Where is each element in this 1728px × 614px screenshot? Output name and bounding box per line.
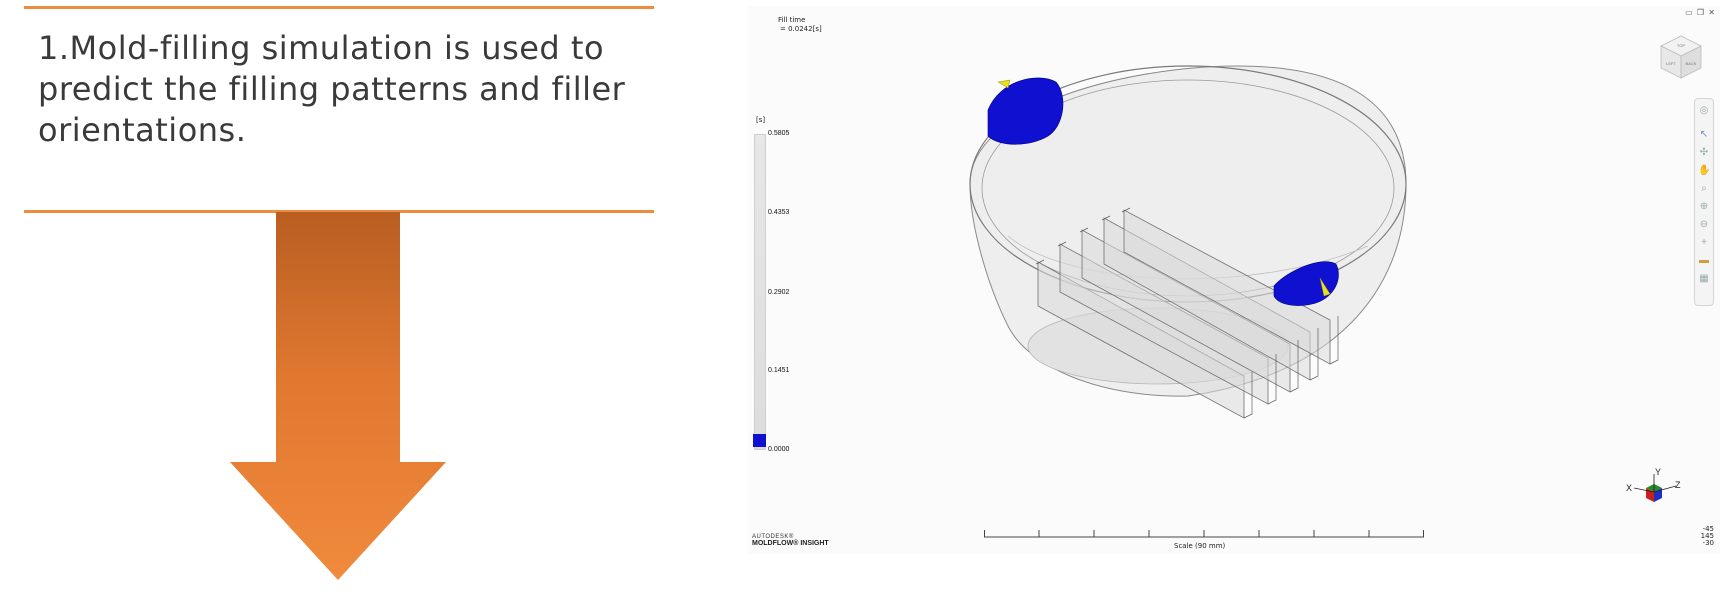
rotation-y: 145 bbox=[1700, 532, 1714, 540]
home-icon[interactable]: ◎ bbox=[1699, 105, 1709, 116]
ruler-icon[interactable]: ▬ bbox=[1699, 255, 1709, 266]
bottom-divider-line bbox=[24, 210, 654, 213]
legend-tick-2: 0.2902 bbox=[768, 289, 790, 296]
rotation-readout: -45 145 -30 bbox=[1701, 526, 1714, 547]
navigation-toolbar: ◎ ↖ ✣ ✋ ⌕ ⊕ ⊖ + ▬ ▦ bbox=[1694, 98, 1714, 306]
axis-label-y: Y bbox=[1655, 467, 1661, 477]
legend-tick-3: 0.4353 bbox=[768, 209, 790, 216]
scale-ruler bbox=[984, 530, 1424, 538]
top-divider-line bbox=[24, 6, 654, 9]
measure-icon[interactable]: + bbox=[1701, 237, 1707, 248]
slide-bullet-text: 1.Mold-filling simulation is used to pre… bbox=[38, 29, 626, 149]
legend-unit: [s] bbox=[756, 116, 766, 124]
print-icon[interactable]: ▦ bbox=[1699, 273, 1709, 284]
legend-tick-max: 0.5805 bbox=[768, 130, 790, 137]
result-title: Fill time bbox=[778, 16, 806, 24]
rotation-z: -30 bbox=[1702, 539, 1714, 547]
legend-fill-swatch bbox=[753, 434, 766, 447]
viewcube-top-label: TOP bbox=[1677, 43, 1685, 48]
rotation-x: -45 bbox=[1702, 525, 1714, 533]
rotate-icon[interactable]: ✣ bbox=[1699, 147, 1709, 158]
brand-autodesk: AUTODESK® bbox=[752, 534, 794, 540]
bowl-model-render[interactable] bbox=[948, 46, 1508, 486]
pan-hand-icon[interactable]: ✋ bbox=[1698, 165, 1711, 176]
axis-label-x: X bbox=[1626, 483, 1632, 493]
down-arrow-icon bbox=[230, 212, 446, 580]
result-time-value: = 0.0242[s] bbox=[780, 25, 822, 33]
axis-label-z: Z bbox=[1675, 480, 1681, 490]
zoom-out-icon[interactable]: ⊖ bbox=[1699, 219, 1709, 230]
select-icon[interactable]: ↖ bbox=[1699, 129, 1709, 140]
zoom-in-icon[interactable]: ⊕ bbox=[1699, 201, 1709, 212]
viewcube-back-label: BACK bbox=[1686, 61, 1697, 66]
legend-color-bar bbox=[754, 134, 766, 450]
viewcube-icon[interactable]: TOP BACK LEFT bbox=[1656, 32, 1706, 82]
autodesk-moldflow-brand: AUTODESK® MOLDFLOW® INSIGHT bbox=[752, 534, 829, 547]
brand-moldflow-insight: MOLDFLOW® INSIGHT bbox=[752, 540, 829, 547]
legend-tick-min: 0.0000 bbox=[768, 446, 790, 453]
scale-label: Scale (90 mm) bbox=[1174, 542, 1226, 550]
window-controls[interactable]: ▭ ❐ ✕ bbox=[1685, 8, 1716, 17]
zoom-rect-icon[interactable]: ⌕ bbox=[1701, 183, 1707, 194]
legend-tick-1: 0.1451 bbox=[768, 367, 790, 374]
viewcube-left-label: LEFT bbox=[1666, 61, 1676, 66]
axis-triad-icon: Y X Z bbox=[1626, 467, 1681, 502]
moldflow-viewport[interactable]: ▭ ❐ ✕ Fill time = 0.0242[s] [s] 0.5805 0… bbox=[748, 6, 1720, 554]
